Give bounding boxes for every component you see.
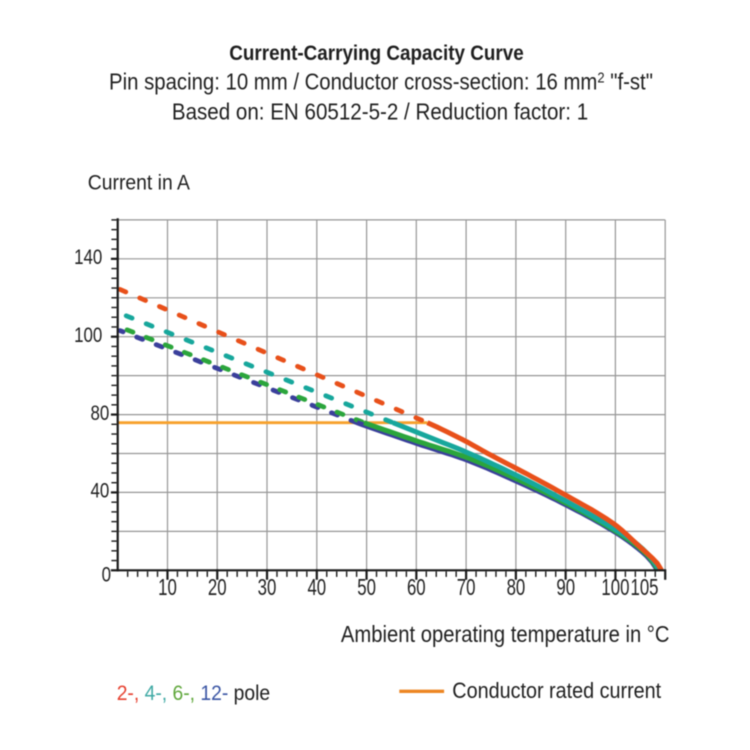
svg-text:20: 20 <box>208 576 227 601</box>
svg-text:Ambient operating temperature: Ambient operating temperature in °C <box>341 621 670 648</box>
svg-text:40: 40 <box>307 576 326 601</box>
svg-text:30: 30 <box>258 576 277 601</box>
svg-text:50: 50 <box>357 576 376 601</box>
svg-text:105: 105 <box>631 576 659 601</box>
svg-text:80: 80 <box>91 402 110 425</box>
svg-text:2-, 4-, 6-, 12- pole: 2-, 4-, 6-, 12- pole <box>117 682 270 705</box>
svg-text:70: 70 <box>457 576 476 601</box>
svg-text:80: 80 <box>507 576 526 601</box>
svg-text:Pin spacing: 10 mm / Conductor: Pin spacing: 10 mm / Conductor cross-sec… <box>109 68 653 95</box>
svg-text:10: 10 <box>158 576 177 601</box>
svg-text:140: 140 <box>74 246 102 269</box>
svg-text:Based on: EN 60512-5-2 / Reduc: Based on: EN 60512-5-2 / Reduction facto… <box>172 98 588 125</box>
svg-text:Current-Carrying Capacity Curv: Current-Carrying Capacity Curve <box>229 42 523 65</box>
svg-text:90: 90 <box>556 576 575 601</box>
svg-text:100: 100 <box>601 576 629 601</box>
svg-text:Current in A: Current in A <box>88 171 190 195</box>
svg-text:100: 100 <box>74 324 102 347</box>
svg-text:40: 40 <box>91 480 110 503</box>
svg-text:0: 0 <box>102 564 111 587</box>
svg-text:60: 60 <box>407 576 426 601</box>
svg-text:Conductor rated current: Conductor rated current <box>452 679 661 703</box>
